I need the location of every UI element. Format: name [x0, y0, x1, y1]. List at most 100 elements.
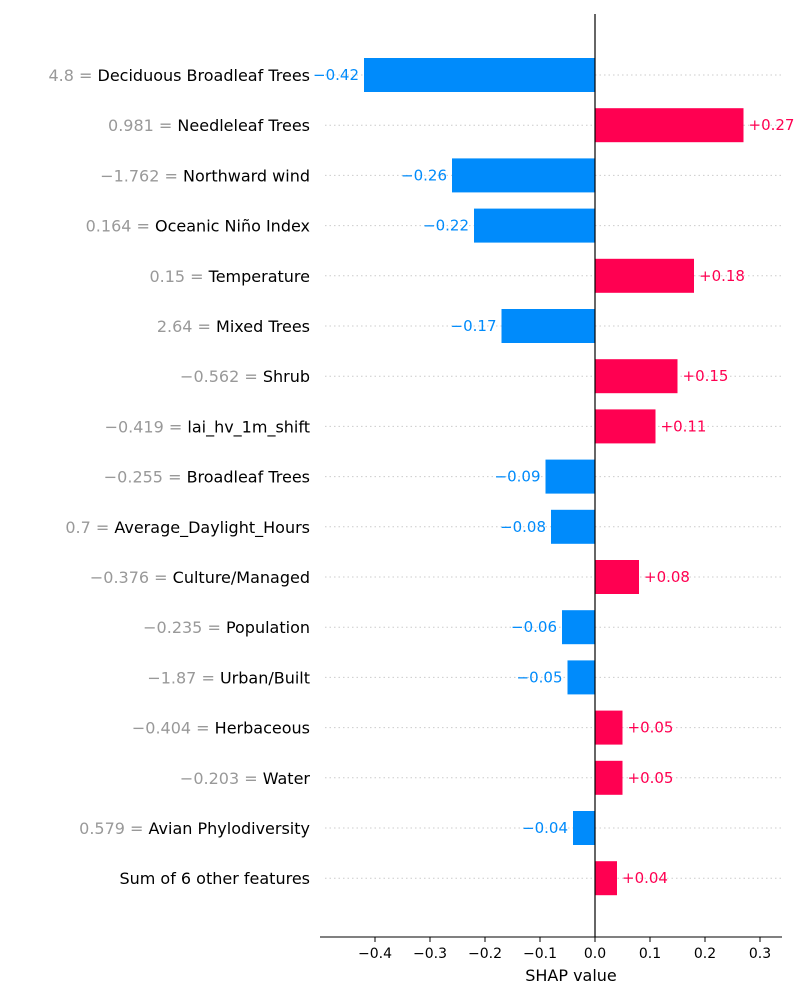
feature-label: 0.15 = Temperature [149, 267, 310, 286]
feature-value: −0.562 = [180, 367, 263, 386]
feature-label: 0.579 = Avian Phylodiversity [79, 819, 310, 838]
data-label: −0.05 [517, 668, 563, 686]
feature-name: lai_hv_1m_shift [187, 417, 310, 437]
feature-name: Average_Daylight_Hours [114, 518, 310, 538]
feature-value: 0.981 = [108, 116, 177, 135]
negative-bar [501, 309, 595, 343]
feature-value: 0.7 = [65, 518, 114, 537]
feature-value: −0.419 = [105, 417, 188, 436]
bars-group [364, 58, 744, 896]
data-label: −0.04 [522, 819, 568, 837]
feature-label: −1.87 = Urban/Built [147, 668, 310, 687]
feature-name: Herbaceous [215, 719, 310, 738]
feature-name: Deciduous Broadleaf Trees [98, 66, 311, 85]
feature-name: Oceanic Niño Index [155, 217, 310, 236]
feature-name: Culture/Managed [173, 568, 310, 587]
feature-label: −0.203 = Water [180, 769, 311, 788]
feature-label: −0.404 = Herbaceous [132, 719, 310, 738]
x-tick-label: 0.0 [584, 946, 606, 962]
negative-bar [567, 660, 595, 695]
feature-name: Northward wind [183, 166, 310, 185]
data-label: −0.09 [495, 468, 541, 486]
positive-bar [595, 359, 678, 394]
feature-label: −1.762 = Northward wind [100, 166, 310, 185]
positive-bar [595, 258, 694, 293]
feature-name: Water [263, 769, 311, 788]
feature-name: Sum of 6 other features [119, 869, 310, 888]
feature-value: −0.404 = [132, 719, 215, 738]
feature-value: −0.203 = [180, 769, 263, 788]
feature-value: −0.255 = [104, 468, 187, 487]
negative-bar [364, 58, 595, 92]
feature-value: 0.15 = [149, 267, 208, 286]
feature-value: 0.164 = [86, 217, 155, 236]
feature-label: −0.255 = Broadleaf Trees [104, 468, 310, 487]
x-axis: −0.4 −0.3 −0.2 −0.1 0.0 0.1 0.2 0.3 SHAP value [320, 936, 782, 985]
feature-label: 0.164 = Oceanic Niño Index [86, 217, 310, 236]
negative-bar [474, 208, 595, 243]
feature-value: −1.87 = [147, 668, 220, 687]
data-label: −0.17 [451, 317, 497, 335]
feature-value: −0.235 = [143, 618, 226, 637]
data-label: +0.05 [628, 769, 674, 787]
data-label: −0.22 [423, 217, 469, 235]
feature-labels: 4.8 = Deciduous Broadleaf Trees 0.981 = N… [48, 66, 310, 888]
data-label: −0.08 [500, 518, 546, 536]
positive-bar [595, 861, 617, 896]
feature-value: 4.8 = [48, 66, 97, 85]
data-label: +0.05 [628, 719, 674, 737]
x-ticks: −0.4 −0.3 −0.2 −0.1 0.0 0.1 0.2 0.3 [358, 937, 771, 962]
data-labels: −0.42 +0.27 −0.26 −0.22 +0.18 −0.17 +0.15 +0.11… [313, 66, 794, 887]
data-label: +0.27 [749, 116, 795, 134]
feature-name: Avian Phylodiversity [149, 819, 310, 838]
x-tick-label: 0.3 [749, 946, 771, 962]
data-label: −0.26 [401, 166, 447, 184]
data-label: +0.04 [622, 869, 668, 887]
negative-bar [551, 509, 595, 544]
positive-bar [595, 409, 656, 444]
feature-name: Temperature [208, 267, 310, 286]
feature-label: 0.7 = Average_Daylight_Hours [65, 518, 310, 538]
feature-label: 4.8 = Deciduous Broadleaf Trees [48, 66, 310, 85]
positive-bar [595, 560, 639, 594]
feature-label: −0.419 = lai_hv_1m_shift [105, 417, 310, 437]
negative-bar [573, 811, 595, 845]
feature-name: Mixed Trees [216, 317, 310, 336]
feature-value: 0.579 = [79, 819, 148, 838]
feature-value: −0.376 = [90, 568, 173, 587]
negative-bar [452, 158, 595, 193]
data-label: +0.11 [661, 417, 707, 435]
feature-name: Needleleaf Trees [177, 116, 310, 135]
feature-label: −0.562 = Shrub [180, 367, 310, 386]
x-tick-label: 0.2 [694, 946, 716, 962]
feature-label: 0.981 = Needleleaf Trees [108, 116, 310, 135]
feature-label: Sum of 6 other features [119, 869, 310, 888]
data-label: +0.18 [699, 267, 745, 285]
positive-bar [595, 710, 623, 745]
x-tick-label: 0.1 [639, 946, 661, 962]
feature-label: 2.64 = Mixed Trees [157, 317, 310, 336]
negative-bar [545, 459, 595, 494]
feature-name: Shrub [263, 367, 310, 386]
feature-value: 2.64 = [157, 317, 216, 336]
negative-bar [562, 610, 595, 645]
data-label: +0.15 [683, 367, 729, 385]
x-tick-label: −0.4 [358, 946, 392, 962]
feature-name: Population [226, 618, 310, 637]
feature-name: Urban/Built [220, 668, 310, 687]
data-label: −0.06 [511, 618, 557, 636]
feature-value: −1.762 = [100, 166, 183, 185]
data-label: −0.42 [313, 66, 359, 84]
x-tick-label: −0.3 [413, 946, 447, 962]
positive-bar [595, 760, 623, 795]
positive-bar [595, 108, 744, 143]
feature-label: −0.235 = Population [143, 618, 310, 637]
feature-name: Broadleaf Trees [187, 468, 310, 487]
x-axis-title: SHAP value [525, 966, 617, 985]
feature-label: −0.376 = Culture/Managed [90, 568, 310, 587]
x-tick-label: −0.2 [468, 946, 502, 962]
x-tick-label: −0.1 [523, 946, 557, 962]
data-label: +0.08 [644, 568, 690, 586]
